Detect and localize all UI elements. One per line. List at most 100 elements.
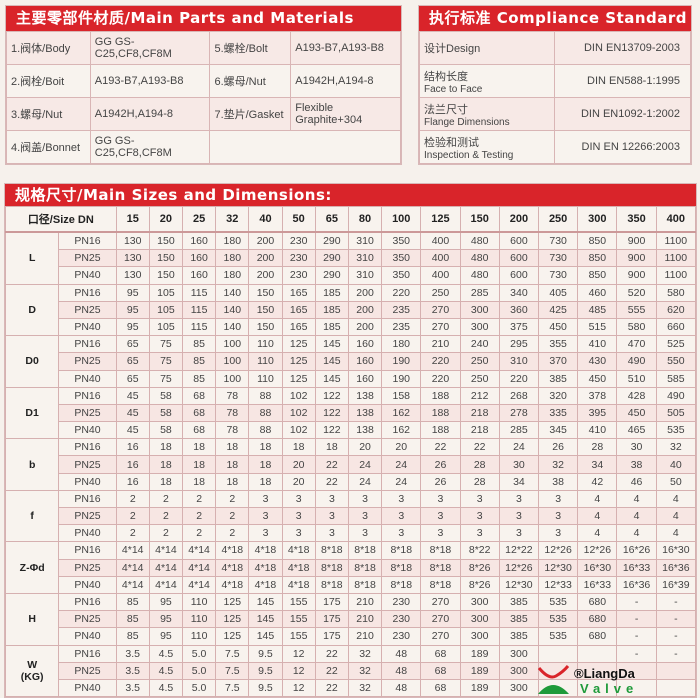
dimension-value: 2 <box>148 489 184 509</box>
dimension-value: 3 <box>381 506 422 526</box>
size-dn: 25 <box>182 206 217 233</box>
dimension-value: 8*18 <box>314 541 349 560</box>
dimension-value: 535 <box>655 421 697 440</box>
dimension-value: 210 <box>347 627 383 646</box>
part-name: 6.螺母/Nut <box>209 64 292 98</box>
dimension-value: 300 <box>459 627 500 646</box>
dimension-value: 68 <box>182 421 217 440</box>
dimension-value: 46 <box>616 472 657 491</box>
dimension-value: 3 <box>381 489 422 509</box>
dimension-value: 400 <box>420 231 461 251</box>
dimension-value: 130 <box>115 231 150 251</box>
dimension-value: 32 <box>347 661 383 680</box>
dimension-value: 210 <box>420 335 461 354</box>
dimension-value: 145 <box>248 592 283 612</box>
dimension-value: 16 <box>115 455 150 474</box>
dimension-value: 85 <box>115 610 150 629</box>
dimension-value: 230 <box>281 231 316 251</box>
dimension-value: 85 <box>182 369 217 388</box>
dimension-value: 3 <box>420 489 461 509</box>
dimension-value: 8*18 <box>420 541 461 560</box>
dimension-value: 210 <box>347 610 383 629</box>
dimension-value: 16*39 <box>655 575 697 594</box>
dimension-value: 16*30 <box>577 558 618 577</box>
parts-title: 主要零部件材质/Main Parts and Materials <box>6 6 401 31</box>
pressure-class: PN40 <box>58 524 117 543</box>
dimension-row: PN40 45 58 68 78 88 102 122 138 162 188 218 285 345 41… <box>6 421 697 440</box>
dimension-value: 535 <box>538 627 579 646</box>
dimension-value: 125 <box>281 352 316 371</box>
dimension-value: 189 <box>459 678 500 698</box>
dimension-value: 250 <box>420 283 461 302</box>
size-dn: 32 <box>215 206 250 233</box>
dimension-value: - <box>655 627 697 646</box>
parts-row: 2.阀栓/Boit A193-B7,A193-B8 6.螺母/Nut A1942H,A… <box>6 64 401 98</box>
dimension-value: 45 <box>115 386 150 405</box>
dimension-value: 18 <box>148 438 184 457</box>
dimension-value: 162 <box>381 403 422 423</box>
dimension-value: 22 <box>314 678 349 698</box>
dimension-value: 38 <box>538 472 579 491</box>
dimension-value: 2 <box>215 489 250 509</box>
dimension-value: 45 <box>115 421 150 440</box>
pressure-class: PN40 <box>58 627 117 646</box>
dimension-value: 158 <box>381 386 422 405</box>
dimension-value: 155 <box>281 627 316 646</box>
dimension-value: 180 <box>215 249 250 268</box>
pressure-class: PN16 <box>58 489 117 509</box>
dimension-value: 470 <box>616 335 657 354</box>
dimension-value: 8*18 <box>381 558 422 577</box>
pressure-class: PN16 <box>58 592 117 612</box>
dimension-value: 125 <box>281 369 316 388</box>
dimension-value: 165 <box>281 283 316 302</box>
material-value: A1942H,A194-8 <box>89 97 211 131</box>
dimension-value: 4 <box>616 489 657 509</box>
dimension-value: 145 <box>248 610 283 629</box>
dimension-value: 16*36 <box>655 558 697 577</box>
dimension-value: 3 <box>459 489 500 509</box>
dimension-value: 4*14 <box>115 575 150 594</box>
standard-value: DIN EN588-1:1995 <box>554 64 691 98</box>
part-name: 2.阀栓/Boit <box>6 64 91 98</box>
dimension-value: 850 <box>577 266 618 285</box>
dimension-value: 300 <box>498 661 540 680</box>
dimension-value: 1100 <box>655 231 697 251</box>
dimension-value: 250 <box>459 352 500 371</box>
dimension-value: 22 <box>314 644 349 663</box>
dimension-value: 4*18 <box>281 575 316 594</box>
dimension-value: 4 <box>577 524 618 543</box>
dimension-value: 105 <box>148 283 184 302</box>
dimension-value: 50 <box>655 472 697 491</box>
dimension-value: 278 <box>498 403 540 423</box>
dimension-value: 138 <box>347 386 383 405</box>
dimension-name: H <box>4 592 60 646</box>
dimension-row: PN40 65 75 85 100 110 125 145 160 190 220 250 220 385… <box>6 369 697 388</box>
dimension-row: H PN16 85 95 110 125 145 155 175 210 230 270 300 385 5… <box>4 592 697 646</box>
dimension-value: 26 <box>420 455 461 474</box>
dimension-value: 18 <box>248 472 283 491</box>
dimension-value: 480 <box>459 249 500 268</box>
dimension-value: 3 <box>347 489 383 509</box>
dimension-value: 32 <box>655 438 697 457</box>
pressure-class: PN25 <box>58 249 117 268</box>
dimension-value: 218 <box>459 421 500 440</box>
dimension-value: 18 <box>215 472 250 491</box>
dimension-value: 270 <box>420 627 461 646</box>
dimension-value: 310 <box>347 266 383 285</box>
dimension-value: 300 <box>459 610 500 629</box>
dimension-value: 58 <box>148 403 184 423</box>
dimension-value: 30 <box>498 455 540 474</box>
dimension-value: 20 <box>347 438 383 457</box>
dimension-value: 3.5 <box>115 661 150 680</box>
dimension-value: 18 <box>281 438 316 457</box>
dimension-value: 150 <box>148 249 184 268</box>
parts-row: 3.螺母/Nut A1942H,A194-8 7.垫片/Gasket Flexible… <box>6 97 401 131</box>
material-value: Flexible Graphite+304 <box>290 97 401 131</box>
dimension-value: 162 <box>381 421 422 440</box>
dimension-value: 290 <box>314 231 349 251</box>
dimension-value: 24 <box>381 472 422 491</box>
dimension-value: 268 <box>498 386 540 405</box>
pressure-class: PN25 <box>58 506 117 526</box>
dimension-value: 30 <box>616 438 657 457</box>
dimension-value: 345 <box>538 421 579 440</box>
